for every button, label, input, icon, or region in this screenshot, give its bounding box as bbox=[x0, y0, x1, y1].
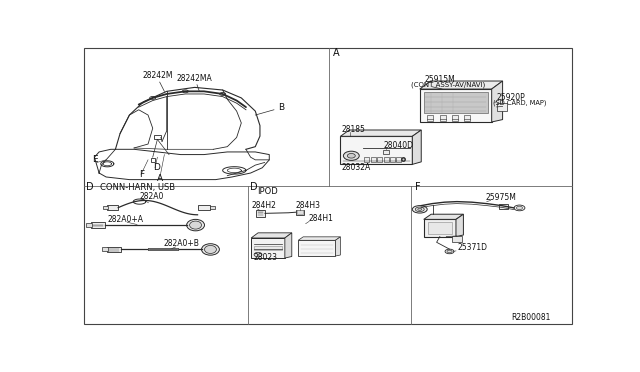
Text: 28040D: 28040D bbox=[383, 141, 413, 150]
Bar bbox=[424, 219, 456, 237]
Text: 28242MA: 28242MA bbox=[177, 74, 212, 83]
Text: 28242M: 28242M bbox=[142, 71, 173, 80]
Polygon shape bbox=[340, 130, 421, 136]
Ellipse shape bbox=[415, 207, 424, 212]
Ellipse shape bbox=[412, 206, 428, 213]
Text: E: E bbox=[92, 155, 98, 164]
Ellipse shape bbox=[202, 244, 220, 255]
Ellipse shape bbox=[182, 90, 188, 93]
Bar bbox=[465, 115, 470, 121]
Bar bbox=[154, 135, 161, 140]
Polygon shape bbox=[298, 237, 340, 240]
Ellipse shape bbox=[189, 221, 202, 229]
Text: F: F bbox=[415, 182, 420, 192]
Text: 28023: 28023 bbox=[253, 253, 278, 262]
Bar bbox=[428, 222, 452, 234]
Bar bbox=[440, 115, 445, 121]
Bar bbox=[383, 157, 388, 161]
Text: D: D bbox=[86, 182, 94, 192]
Bar bbox=[103, 206, 108, 209]
Bar bbox=[298, 240, 335, 256]
Ellipse shape bbox=[514, 205, 525, 211]
Text: 28032A: 28032A bbox=[341, 163, 371, 172]
Text: 28185: 28185 bbox=[341, 125, 365, 134]
Bar bbox=[340, 136, 412, 164]
Text: (CONT ASSY-AV/NAVI): (CONT ASSY-AV/NAVI) bbox=[412, 81, 486, 88]
Bar bbox=[210, 206, 215, 209]
Text: 282A0+A: 282A0+A bbox=[108, 215, 143, 224]
Bar bbox=[396, 157, 401, 161]
Bar bbox=[108, 205, 118, 210]
Text: IPOD: IPOD bbox=[257, 187, 278, 196]
Ellipse shape bbox=[187, 219, 205, 231]
Ellipse shape bbox=[150, 96, 156, 99]
Polygon shape bbox=[412, 130, 421, 164]
Polygon shape bbox=[251, 233, 292, 238]
Text: B: B bbox=[278, 103, 285, 112]
Bar bbox=[497, 103, 507, 110]
Text: 282A0: 282A0 bbox=[140, 192, 164, 201]
Bar bbox=[86, 223, 92, 227]
Polygon shape bbox=[456, 214, 463, 237]
Circle shape bbox=[344, 151, 359, 160]
Text: D: D bbox=[250, 182, 258, 192]
Bar bbox=[102, 247, 108, 251]
Bar bbox=[256, 210, 265, 217]
Polygon shape bbox=[335, 237, 340, 256]
Text: 284H3: 284H3 bbox=[296, 201, 321, 210]
Polygon shape bbox=[492, 81, 502, 122]
Bar bbox=[91, 222, 105, 228]
Bar bbox=[428, 115, 433, 121]
Text: 282A0+B: 282A0+B bbox=[163, 239, 199, 248]
Text: CONN-HARN, USB: CONN-HARN, USB bbox=[100, 183, 175, 192]
Polygon shape bbox=[424, 214, 463, 219]
Text: 284H1: 284H1 bbox=[308, 214, 333, 223]
Bar bbox=[198, 205, 210, 210]
Bar bbox=[452, 236, 462, 242]
Ellipse shape bbox=[445, 249, 454, 254]
Bar bbox=[452, 115, 458, 121]
Text: 284H2: 284H2 bbox=[251, 202, 276, 211]
Text: F: F bbox=[139, 170, 144, 179]
Polygon shape bbox=[420, 81, 502, 89]
Ellipse shape bbox=[447, 250, 452, 253]
Text: 25975M: 25975M bbox=[486, 193, 516, 202]
Text: A: A bbox=[157, 174, 163, 183]
Text: (SD CARD, MAP): (SD CARD, MAP) bbox=[493, 99, 547, 106]
Bar bbox=[420, 89, 492, 122]
Circle shape bbox=[348, 154, 355, 158]
Bar bbox=[499, 203, 508, 209]
Polygon shape bbox=[285, 233, 292, 258]
Ellipse shape bbox=[220, 93, 226, 95]
Bar bbox=[383, 150, 388, 154]
Ellipse shape bbox=[516, 206, 522, 210]
Bar bbox=[253, 246, 282, 250]
Bar bbox=[364, 157, 369, 161]
Bar bbox=[377, 157, 382, 161]
Text: A: A bbox=[333, 48, 340, 58]
Bar bbox=[424, 92, 488, 113]
Text: D: D bbox=[153, 163, 159, 172]
Bar bbox=[297, 211, 303, 215]
Text: 25371D: 25371D bbox=[458, 243, 488, 252]
Text: 25920P: 25920P bbox=[497, 93, 525, 103]
Bar bbox=[251, 238, 285, 258]
Bar bbox=[296, 210, 304, 215]
Circle shape bbox=[254, 252, 262, 257]
Bar bbox=[390, 157, 395, 161]
Ellipse shape bbox=[205, 246, 216, 253]
Bar bbox=[108, 247, 121, 252]
Text: R2B00081: R2B00081 bbox=[511, 312, 551, 322]
Bar bbox=[371, 157, 376, 161]
Ellipse shape bbox=[418, 208, 422, 210]
Text: 25915M: 25915M bbox=[425, 75, 456, 84]
